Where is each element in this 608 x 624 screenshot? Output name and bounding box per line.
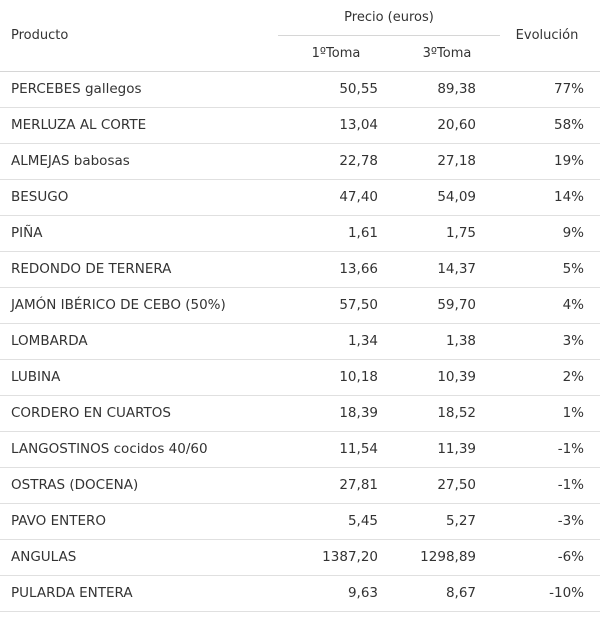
cell-evolucion: 14% bbox=[500, 179, 600, 216]
cell-evolucion: -1% bbox=[500, 431, 600, 468]
cell-toma1: 27,81 bbox=[278, 467, 394, 504]
cell-toma1: 18,39 bbox=[278, 395, 394, 432]
cell-producto: LUBINA bbox=[0, 359, 278, 396]
cell-toma3: 1,38 bbox=[394, 323, 500, 360]
header-toma1: 1ºToma bbox=[311, 45, 361, 61]
cell-toma3: 1,75 bbox=[394, 215, 500, 252]
cell-producto: PERCEBES gallegos bbox=[0, 71, 278, 108]
cell-toma1: 9,63 bbox=[278, 575, 394, 612]
cell-toma3: 8,67 bbox=[394, 575, 500, 612]
table-row: LUBINA 10,18 10,39 2% bbox=[0, 359, 600, 396]
table-row: CORDERO EN CUARTOS 18,39 18,52 1% bbox=[0, 395, 600, 432]
cell-evolucion: -6% bbox=[500, 539, 600, 576]
table-row: ANGULAS 1387,20 1298,89 -6% bbox=[0, 539, 600, 576]
cell-toma1: 10,18 bbox=[278, 359, 394, 396]
table-row: OSTRAS (DOCENA) 27,81 27,50 -1% bbox=[0, 467, 600, 504]
cell-toma3: 59,70 bbox=[394, 287, 500, 324]
header-toma3: 3ºToma bbox=[422, 45, 472, 61]
table-row: JAMÓN IBÉRICO DE CEBO (50%) 57,50 59,70 4% bbox=[0, 287, 600, 324]
cell-producto: BESUGO bbox=[0, 179, 278, 216]
cell-toma1: 57,50 bbox=[278, 287, 394, 324]
cell-toma1: 22,78 bbox=[278, 143, 394, 180]
cell-toma3: 10,39 bbox=[394, 359, 500, 396]
header-precio: Precio (euros) bbox=[278, 0, 500, 36]
cell-evolucion: 9% bbox=[500, 215, 600, 252]
header-producto: Producto bbox=[0, 0, 278, 72]
cell-evolucion: -1% bbox=[500, 467, 600, 504]
cell-evolucion: 58% bbox=[500, 107, 600, 144]
table-row: LANGOSTINOS cocidos 40/60 11,54 11,39 -1% bbox=[0, 431, 600, 468]
cell-toma3: 5,27 bbox=[394, 503, 500, 540]
cell-producto: LANGOSTINOS cocidos 40/60 bbox=[0, 431, 278, 468]
cell-toma3: 27,18 bbox=[394, 143, 500, 180]
cell-toma3: 20,60 bbox=[394, 107, 500, 144]
cell-producto: MERLUZA AL CORTE bbox=[0, 107, 278, 144]
cell-toma1: 1,34 bbox=[278, 323, 394, 360]
cell-toma3: 18,52 bbox=[394, 395, 500, 432]
cell-toma3: 27,50 bbox=[394, 467, 500, 504]
cell-producto: JAMÓN IBÉRICO DE CEBO (50%) bbox=[0, 287, 278, 324]
table-row: ALMEJAS babosas 22,78 27,18 19% bbox=[0, 143, 600, 180]
cell-toma1: 1,61 bbox=[278, 215, 394, 252]
table-row: PULARDA ENTERA 9,63 8,67 -10% bbox=[0, 575, 600, 612]
cell-evolucion: -3% bbox=[500, 503, 600, 540]
cell-evolucion: 77% bbox=[500, 71, 600, 108]
header-evolucion: Evolución bbox=[500, 0, 600, 72]
cell-producto: PAVO ENTERO bbox=[0, 503, 278, 540]
cell-producto: PIÑA bbox=[0, 215, 278, 252]
table-row: REDONDO DE TERNERA 13,66 14,37 5% bbox=[0, 251, 600, 288]
cell-evolucion: -10% bbox=[500, 575, 600, 612]
cell-producto: CORDERO EN CUARTOS bbox=[0, 395, 278, 432]
cell-toma3: 11,39 bbox=[394, 431, 500, 468]
cell-evolucion: 19% bbox=[500, 143, 600, 180]
price-table: Producto Precio (euros) Evolución 1ºToma… bbox=[0, 0, 600, 612]
cell-evolucion: 4% bbox=[500, 287, 600, 324]
table-header-row-bottom: 1ºToma 3ºToma bbox=[0, 35, 600, 71]
cell-producto: ANGULAS bbox=[0, 539, 278, 576]
cell-producto: PULARDA ENTERA bbox=[0, 575, 278, 612]
cell-toma1: 11,54 bbox=[278, 431, 394, 468]
cell-evolucion: 1% bbox=[500, 395, 600, 432]
cell-evolucion: 2% bbox=[500, 359, 600, 396]
cell-producto: ALMEJAS babosas bbox=[0, 143, 278, 180]
cell-toma1: 47,40 bbox=[278, 179, 394, 216]
table-row: PIÑA 1,61 1,75 9% bbox=[0, 215, 600, 252]
cell-evolucion: 5% bbox=[500, 251, 600, 288]
cell-toma3: 89,38 bbox=[394, 71, 500, 108]
table-row: MERLUZA AL CORTE 13,04 20,60 58% bbox=[0, 107, 600, 144]
table-row: LOMBARDA 1,34 1,38 3% bbox=[0, 323, 600, 360]
table-row: BESUGO 47,40 54,09 14% bbox=[0, 179, 600, 216]
cell-toma3: 1298,89 bbox=[394, 539, 500, 576]
table-row: PAVO ENTERO 5,45 5,27 -3% bbox=[0, 503, 600, 540]
table-body: PERCEBES gallegos 50,55 89,38 77% MERLUZA AL… bbox=[0, 71, 600, 612]
table-row: PERCEBES gallegos 50,55 89,38 77% bbox=[0, 71, 600, 108]
cell-toma1: 13,66 bbox=[278, 251, 394, 288]
cell-producto: LOMBARDA bbox=[0, 323, 278, 360]
cell-producto: REDONDO DE TERNERA bbox=[0, 251, 278, 288]
cell-producto: OSTRAS (DOCENA) bbox=[0, 467, 278, 504]
cell-toma1: 5,45 bbox=[278, 503, 394, 540]
cell-toma3: 54,09 bbox=[394, 179, 500, 216]
table-header-row-top: Producto Precio (euros) Evolución bbox=[0, 0, 600, 72]
cell-evolucion: 3% bbox=[500, 323, 600, 360]
cell-toma1: 1387,20 bbox=[278, 539, 394, 576]
cell-toma1: 50,55 bbox=[278, 71, 394, 108]
cell-toma1: 13,04 bbox=[278, 107, 394, 144]
cell-toma3: 14,37 bbox=[394, 251, 500, 288]
